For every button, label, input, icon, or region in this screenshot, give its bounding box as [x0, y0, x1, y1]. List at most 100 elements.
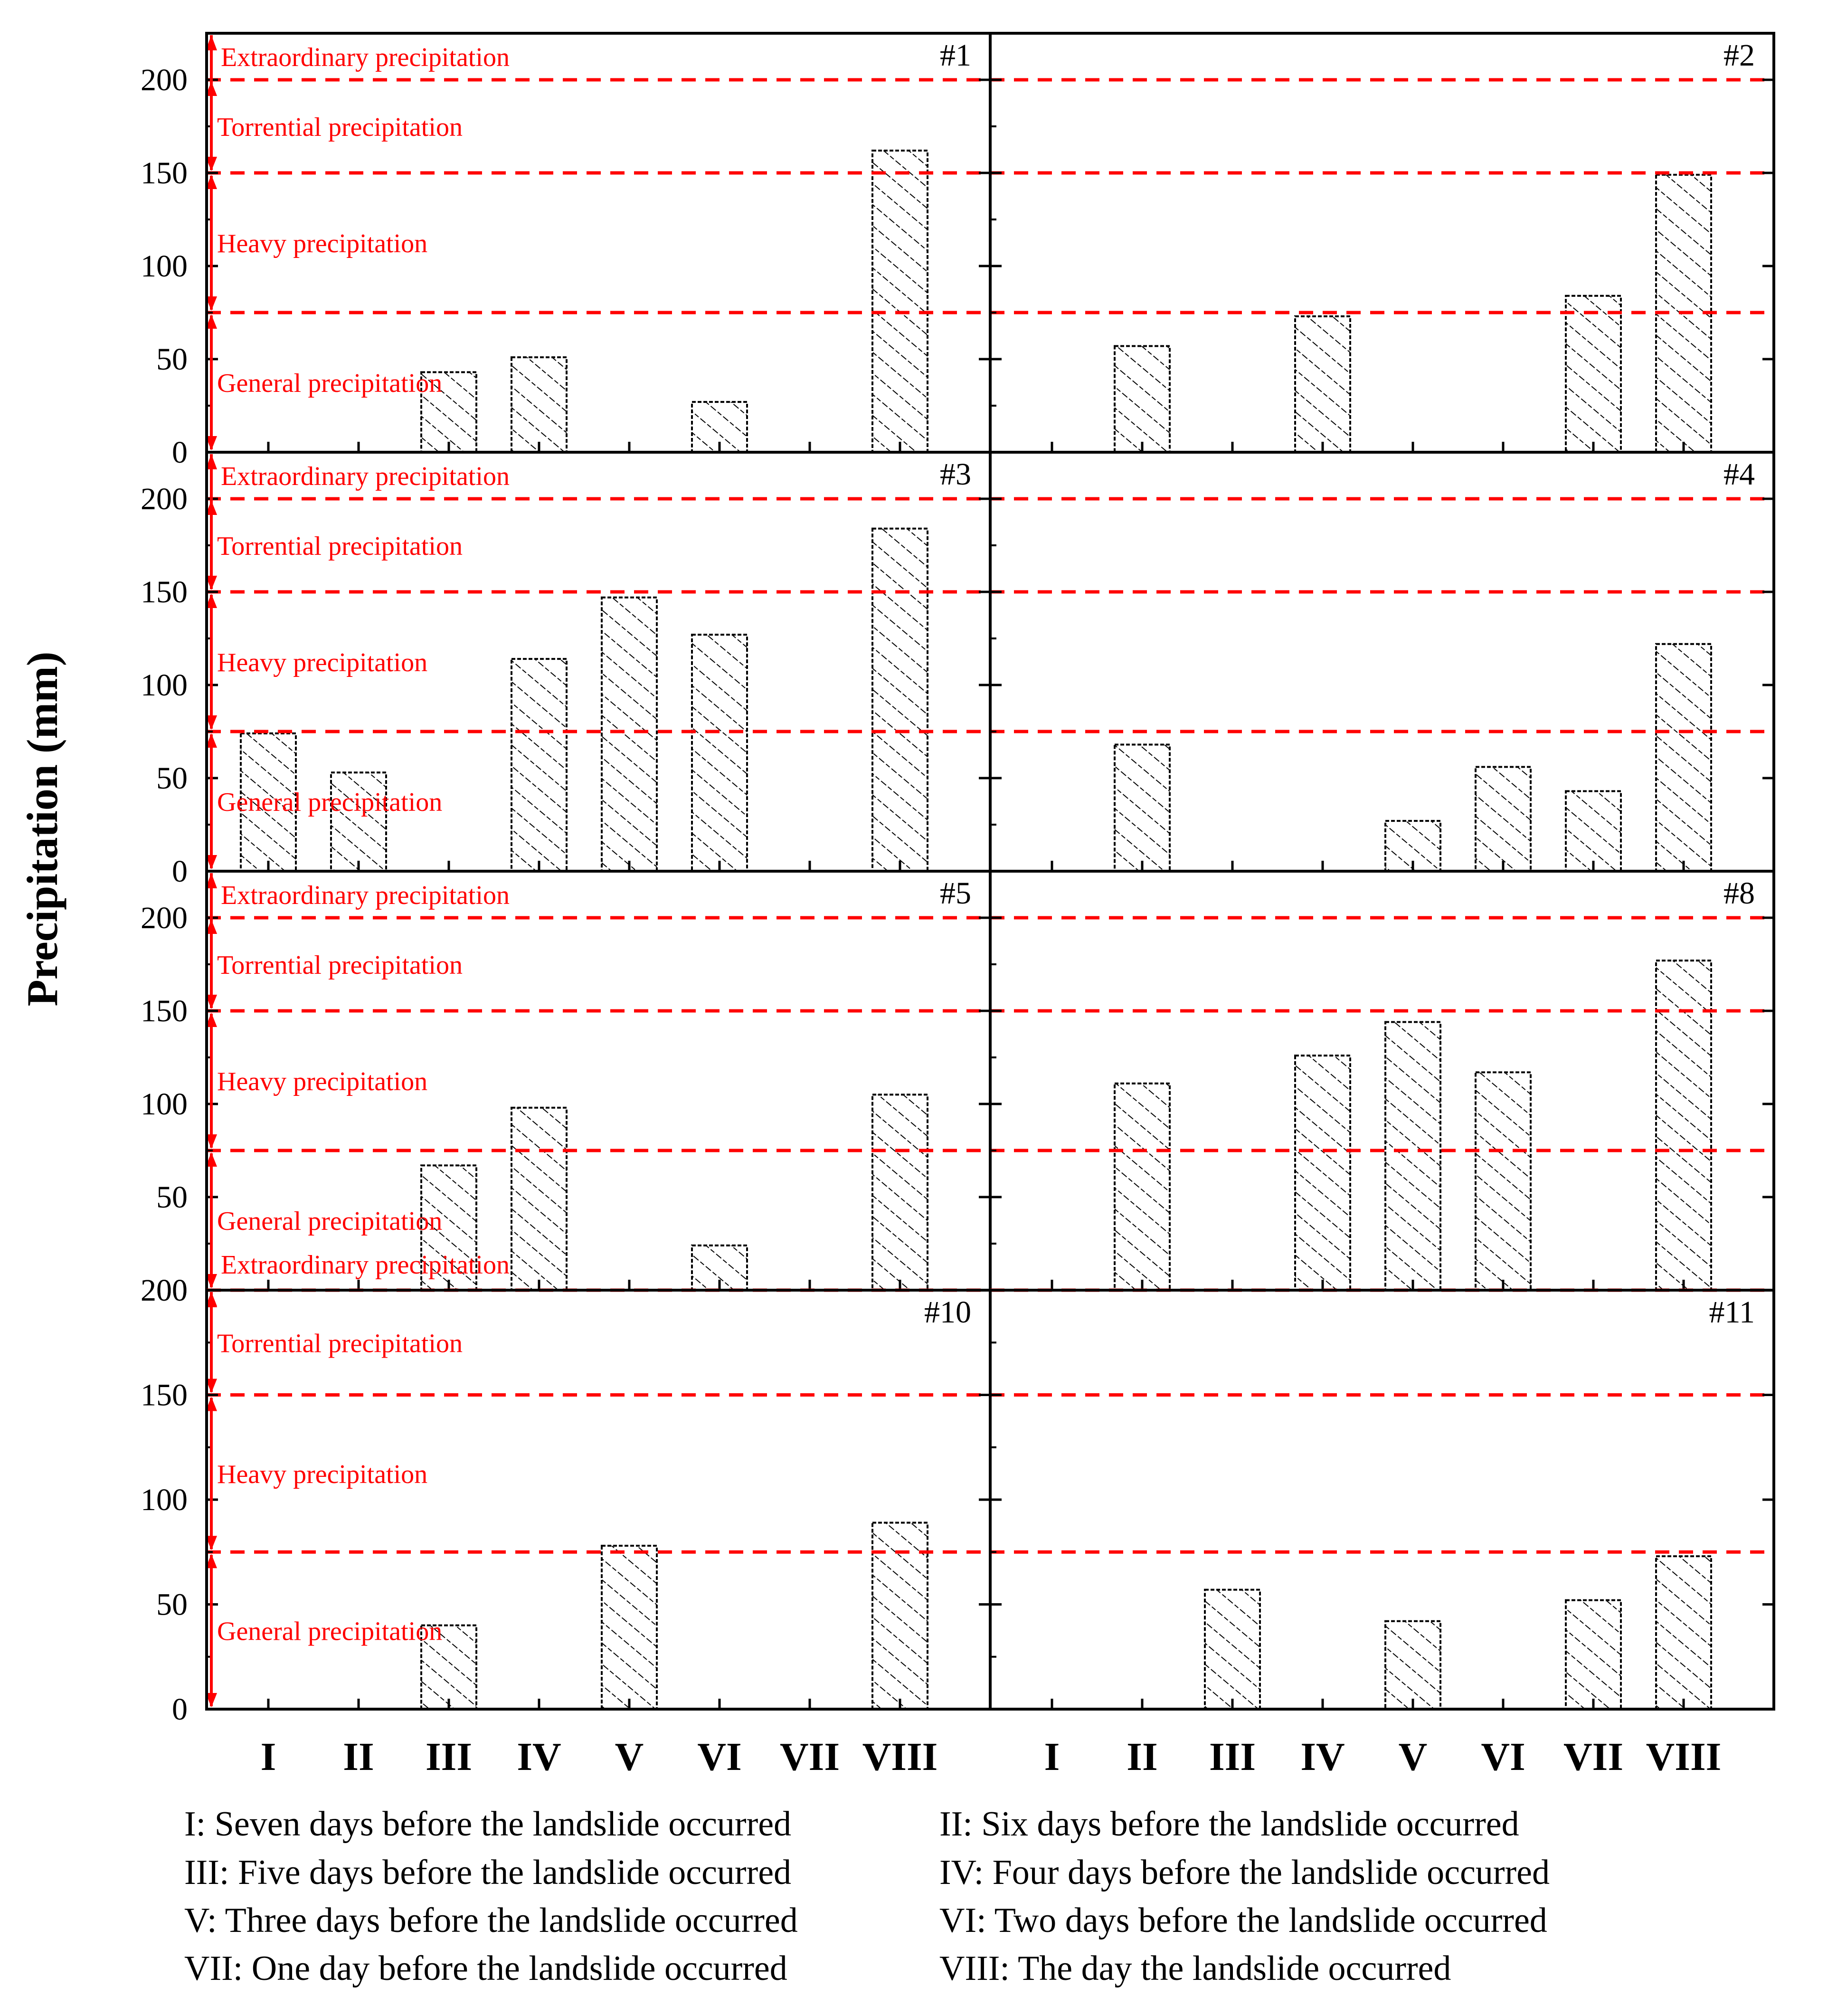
y-tick-label: 50: [156, 761, 188, 796]
y-tick-label: 100: [141, 249, 188, 284]
bar-VIII: [1655, 960, 1712, 1292]
bar-II: [1114, 345, 1171, 453]
bar-VI: [691, 634, 748, 873]
zone-label: Extraordinary precipitation: [221, 43, 510, 72]
panel-4: #4: [989, 451, 1775, 873]
panel-id-label: #11: [1709, 1295, 1755, 1330]
legend-item: IV: Four days before the landslide occur…: [939, 1853, 1550, 1892]
bar-III: [420, 1164, 477, 1292]
bar-VI: [1475, 766, 1532, 872]
y-tick-label: 0: [172, 435, 188, 470]
legend-item: VII: One day before the landslide occurr…: [184, 1949, 787, 1988]
x-category-label: II: [1127, 1735, 1157, 1779]
bar-II: [1114, 743, 1171, 872]
bar-IV: [511, 356, 568, 454]
legend-item: III: Five days before the landslide occu…: [184, 1853, 791, 1892]
y-tick-label: 150: [141, 1378, 188, 1413]
x-category-label: VIII: [1646, 1735, 1722, 1779]
arrow-head-up: [206, 594, 217, 608]
panel-id-label: #3: [940, 457, 971, 492]
panel-id-label: #5: [940, 876, 971, 911]
arrow-head-down: [206, 296, 217, 311]
arrow-head-down: [206, 157, 217, 171]
arrow-head-down: [206, 1134, 217, 1149]
y-tick-label: 0: [172, 1692, 188, 1727]
arrow-head-down: [206, 715, 217, 730]
arrow-head-down: [206, 1693, 217, 1707]
arrow-head-up: [206, 733, 217, 748]
bar-VII: [1565, 1599, 1622, 1710]
bar-VIII: [1655, 1555, 1712, 1711]
arrow-head-down: [206, 995, 217, 1009]
y-tick-label: 50: [156, 342, 188, 377]
legend-item: V: Three days before the landslide occur…: [184, 1901, 798, 1940]
legend-item: VIII: The day the landslide occurred: [939, 1949, 1451, 1988]
y-tick-label: 100: [141, 668, 188, 703]
panel-8: #8: [989, 870, 1775, 1292]
panel-1: 0 50 100 150 200 #1 General precipitation Heavy…: [141, 32, 992, 470]
zone-label: Heavy precipitation: [217, 1067, 427, 1096]
bar-III: [1204, 1588, 1261, 1710]
legend: I: Seven days before the landslide occur…: [184, 1805, 1550, 1988]
arrow-head-up: [206, 82, 217, 96]
legend-item: I: Seven days before the landslide occur…: [184, 1805, 791, 1844]
bar-V: [1384, 1620, 1441, 1711]
y-tick-label: 200: [141, 1273, 188, 1308]
x-category-label: V: [1399, 1735, 1428, 1779]
zone-label: Heavy precipitation: [217, 648, 427, 677]
arrow-head-up: [206, 314, 217, 329]
x-category-label: I: [1044, 1735, 1060, 1779]
arrow-head-down: [206, 855, 217, 869]
y-tick-label: 150: [141, 156, 188, 190]
arrow-head-up: [206, 1013, 217, 1027]
panels-layer: 0 50 100 150 200 #1 General precipitation Heavy…: [141, 32, 1775, 1727]
zone-label: Extraordinary precipitation: [221, 1250, 510, 1280]
panel-id-label: #2: [1723, 38, 1755, 73]
bar-IV: [511, 658, 568, 872]
arrow-head-up: [206, 501, 217, 515]
bar-V: [601, 596, 658, 872]
zone-label: General precipitation: [217, 1207, 442, 1236]
bar-II: [330, 771, 387, 872]
y-tick-label: 50: [156, 1180, 188, 1215]
arrow-head-up: [206, 175, 217, 189]
panel-id-label: #8: [1723, 876, 1755, 911]
y-tick-label: 200: [141, 63, 188, 97]
bar-VII: [1565, 790, 1622, 872]
y-axis-label: Precipitation (mm): [18, 652, 66, 1007]
bar-V: [1384, 820, 1441, 873]
panel-id-label: #1: [940, 38, 971, 73]
zone-label: Heavy precipitation: [217, 229, 427, 258]
panel-3: 0 50 100 150 200 #3 General precipitation Heavy…: [141, 451, 992, 889]
zone-label: Torrential precipitation: [217, 113, 463, 142]
x-category-label: VII: [1563, 1735, 1623, 1779]
bar-III: [420, 1624, 477, 1711]
x-category-label: VII: [780, 1735, 840, 1779]
y-tick-label: 150: [141, 994, 188, 1028]
bar-VI: [1475, 1071, 1532, 1292]
arrow-head-down: [206, 1292, 217, 1307]
y-tick-label: 50: [156, 1588, 188, 1622]
arrow-head-down: [206, 35, 217, 50]
arrow-head-down: [206, 873, 217, 888]
x-category-label: V: [615, 1735, 644, 1779]
y-tick-label: 100: [141, 1087, 188, 1122]
bar-VIII: [871, 1522, 928, 1710]
panel-id-label: #4: [1723, 457, 1755, 492]
x-category-label: III: [1209, 1735, 1256, 1779]
x-category-label: IV: [1300, 1735, 1345, 1779]
x-category-label: III: [426, 1735, 472, 1779]
y-tick-label: 200: [141, 901, 188, 935]
bar-I: [240, 732, 297, 873]
zone-label: Torrential precipitation: [217, 951, 463, 980]
zone-label: Torrential precipitation: [217, 1329, 463, 1358]
panel-2: #2: [989, 32, 1775, 454]
panel-5: 200 50 100 150 200 #5 General precipitation Hea…: [141, 870, 992, 1308]
x-category-label: II: [343, 1735, 374, 1779]
bar-VI: [691, 1244, 748, 1291]
panel-11: #11: [989, 1288, 1775, 1711]
arrow-head-up: [206, 1152, 217, 1167]
x-category-label: IV: [517, 1735, 561, 1779]
bar-VIII: [871, 149, 928, 453]
